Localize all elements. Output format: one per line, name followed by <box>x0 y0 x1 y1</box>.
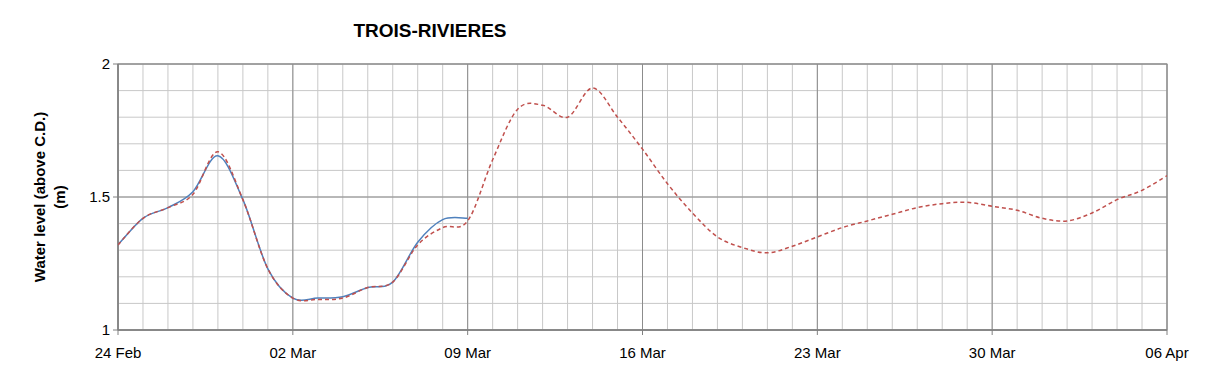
series-line <box>118 88 1167 301</box>
chart: 1 1.5 2 24 Feb 02 Mar 09 Mar 16 Mar 23 Mar 30 Ma… <box>0 0 1209 378</box>
x-tick-label: 16 Mar <box>619 344 666 361</box>
y-tick-label: 2 <box>102 55 110 72</box>
x-tick-label: 02 Mar <box>269 344 316 361</box>
series-group <box>118 88 1167 301</box>
background <box>0 0 1209 378</box>
x-tick <box>817 330 818 335</box>
y-tick <box>113 330 118 331</box>
x-tick <box>292 330 293 335</box>
minor-grid-line <box>118 197 1167 198</box>
y-axis-label-line: Water level (above C.D.) <box>31 112 48 282</box>
x-tick <box>1167 330 1168 335</box>
y-tick-label: 1 <box>102 321 110 338</box>
y-tick <box>113 64 118 65</box>
x-tick <box>118 330 119 335</box>
series-line <box>118 156 468 301</box>
y-tick <box>113 197 118 198</box>
y-tick-label: 1.5 <box>89 188 110 205</box>
plot-frame <box>118 64 1167 330</box>
x-tick-label: 06 Apr <box>1145 344 1188 361</box>
y-grid-line <box>118 197 1167 198</box>
x-tick <box>992 330 993 335</box>
y-axis-label: Water level (above C.D.)(m) <box>31 112 68 282</box>
x-tick-label: 30 Mar <box>969 344 1016 361</box>
x-tick-label: 24 Feb <box>95 344 142 361</box>
x-tick-label: 09 Mar <box>444 344 491 361</box>
minor-grid <box>118 64 1167 330</box>
x-tick-label: 23 Mar <box>794 344 841 361</box>
y-axis-label-line: (m) <box>51 185 68 208</box>
title: TROIS-RIVIERES <box>353 20 506 41</box>
x-tick <box>467 330 468 335</box>
x-tick <box>642 330 643 335</box>
major-grid <box>118 64 1167 330</box>
